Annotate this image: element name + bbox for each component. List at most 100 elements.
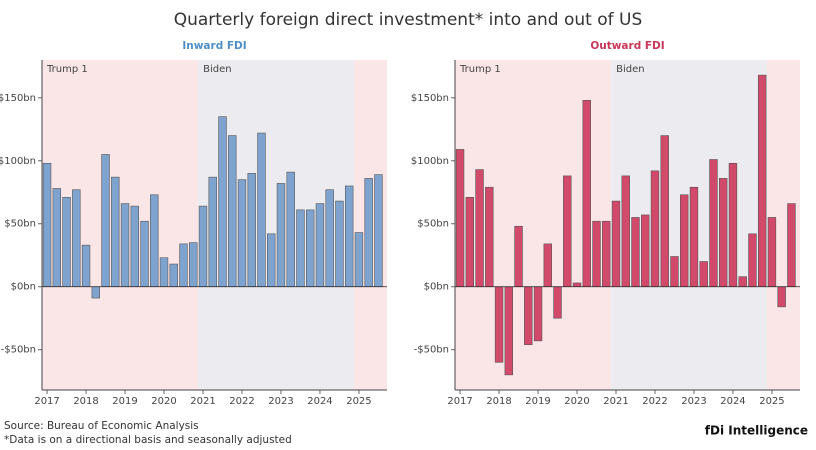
bar — [198, 205, 208, 288]
bar — [150, 194, 159, 288]
bar — [524, 286, 533, 345]
bar — [738, 276, 747, 288]
bar — [553, 286, 562, 319]
bar — [689, 186, 699, 288]
x-tick-label: 2021 — [603, 396, 628, 407]
x-tick-label: 2023 — [681, 396, 706, 407]
bar — [296, 209, 305, 288]
x-tick-label: 2025 — [759, 396, 784, 407]
bar — [111, 176, 120, 288]
bar — [631, 217, 640, 288]
y-tick-label: -$50bn — [414, 345, 449, 356]
bar — [208, 176, 217, 288]
bar — [218, 116, 227, 288]
bar — [159, 257, 169, 288]
x-tick-label: 2024 — [720, 396, 745, 407]
y-tick-label: $0bn — [424, 282, 449, 293]
x-tick-label: 2023 — [268, 396, 293, 407]
bar — [169, 263, 178, 288]
x-tick-label: 2017 — [447, 396, 472, 407]
bar — [582, 100, 591, 288]
bar — [62, 196, 71, 288]
y-tick-label: $100bn — [411, 156, 449, 167]
note: *Data is on a directional basis and seas… — [4, 434, 292, 446]
x-tick-label: 2017 — [34, 396, 59, 407]
bar — [455, 149, 465, 288]
logo: fDi Intelligence — [705, 424, 808, 438]
bar — [641, 214, 650, 288]
bar — [101, 154, 110, 288]
bar — [572, 282, 582, 288]
x-tick-label: 2018 — [73, 396, 98, 407]
bar — [533, 286, 543, 342]
y-tick-label: $50bn — [4, 219, 36, 230]
x-tick-label: 2019 — [525, 396, 550, 407]
bar — [130, 205, 139, 288]
y-tick-label: $150bn — [411, 93, 449, 104]
x-tick-label: 2020 — [151, 396, 176, 407]
bar — [179, 243, 188, 288]
bar — [494, 286, 504, 363]
bar — [354, 232, 364, 288]
period-label: Biden — [616, 64, 644, 75]
bar — [237, 179, 247, 288]
bar — [787, 203, 796, 288]
bar — [325, 189, 334, 288]
bar — [650, 170, 660, 288]
bar — [660, 135, 669, 288]
y-tick-label: $100bn — [0, 156, 36, 167]
bar — [364, 178, 373, 288]
bar — [709, 159, 718, 288]
page-title: Quarterly foreign direct investment* int… — [174, 10, 643, 30]
y-tick-label: $50bn — [417, 219, 449, 230]
x-tick-label: 2022 — [229, 396, 254, 407]
period-label: Trump 1 — [459, 64, 501, 75]
bar — [699, 261, 708, 288]
bar — [757, 74, 767, 288]
bar — [543, 243, 552, 288]
bar — [728, 162, 738, 288]
bar — [344, 185, 354, 288]
x-tick-label: 2019 — [112, 396, 137, 407]
bar — [228, 135, 237, 288]
bar — [140, 220, 149, 288]
bar — [306, 209, 315, 288]
bar — [592, 220, 601, 288]
period-label: Biden — [203, 64, 231, 75]
x-tick-label: 2022 — [642, 396, 667, 407]
bar — [286, 171, 295, 288]
bar — [257, 132, 266, 288]
panel-title: Inward FDI — [182, 40, 246, 52]
bar — [504, 286, 513, 376]
bar — [680, 194, 689, 288]
bar — [777, 286, 786, 308]
y-tick-label: -$50bn — [1, 345, 36, 356]
bar — [91, 286, 100, 299]
bar — [374, 174, 383, 288]
bar — [315, 203, 325, 288]
bar — [670, 256, 679, 288]
bar — [247, 173, 256, 288]
bar — [748, 233, 757, 288]
bar — [719, 178, 728, 288]
x-tick-label: 2024 — [307, 396, 332, 407]
bar — [602, 220, 611, 288]
bar — [42, 162, 52, 288]
bar — [514, 225, 523, 288]
source: Source: Bureau of Economic Analysis — [4, 420, 199, 432]
panel-title: Outward FDI — [590, 40, 664, 52]
bar — [485, 186, 494, 288]
bar — [621, 175, 630, 288]
y-tick-label: $0bn — [11, 282, 36, 293]
bar — [611, 200, 621, 288]
bar — [767, 217, 777, 288]
bar — [335, 200, 344, 288]
bar — [52, 188, 62, 288]
bar — [267, 233, 276, 288]
x-tick-label: 2021 — [190, 396, 215, 407]
x-tick-label: 2020 — [564, 396, 589, 407]
x-tick-label: 2025 — [346, 396, 371, 407]
bar — [81, 244, 91, 288]
bar — [72, 189, 81, 288]
